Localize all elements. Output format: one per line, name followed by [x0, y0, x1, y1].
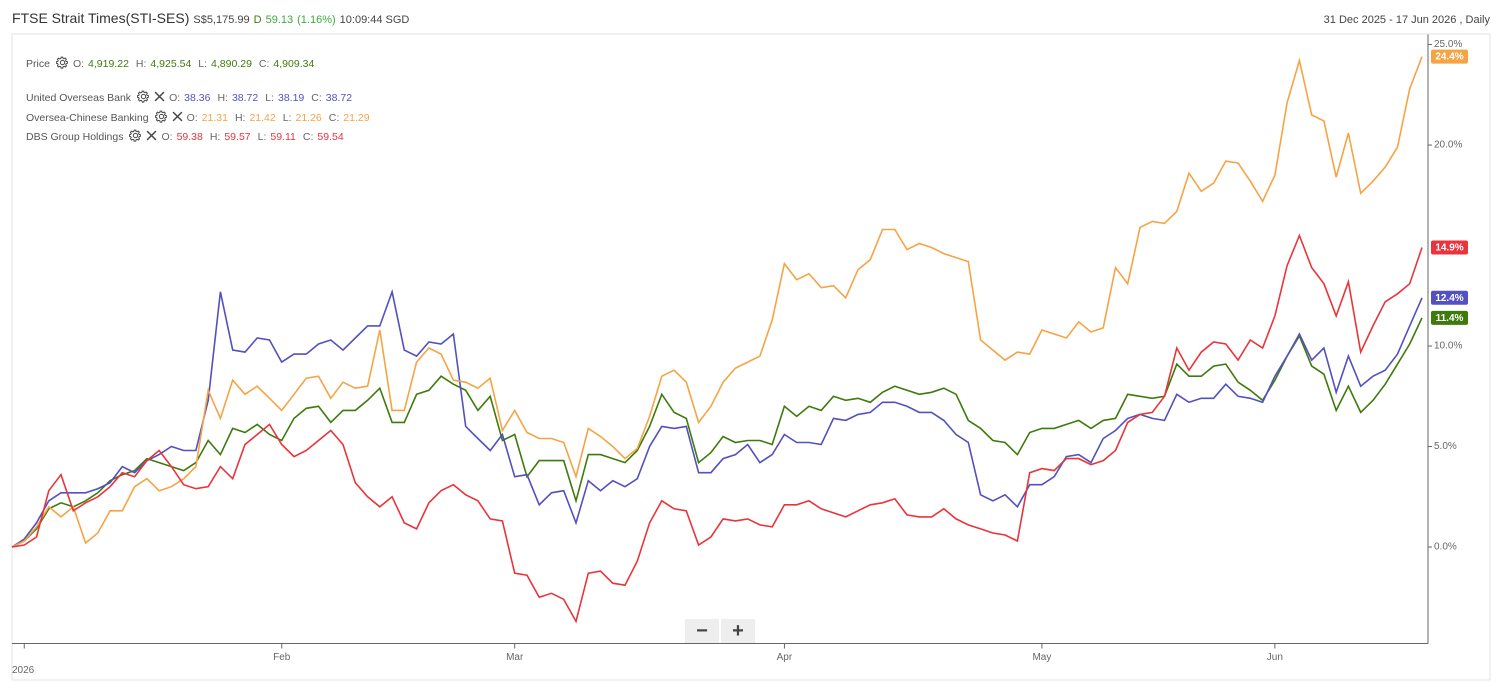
ohlc-label: O:: [169, 92, 181, 105]
ohlc-value: 4,919.22: [88, 57, 129, 70]
y-tick-label: 25.0%: [1434, 39, 1462, 50]
ohlc-value: 4,909.34: [273, 57, 315, 70]
time: 10:09:44 SGD: [339, 14, 410, 26]
ohlc-label: L:: [257, 131, 267, 144]
ohlc-label: H:: [234, 111, 246, 124]
change-pct: (1.16%): [297, 14, 336, 26]
end-label-box: [1431, 290, 1468, 305]
date-range: 31 Dec 2025 - 17 Jun 2026 , Daily: [1323, 14, 1490, 26]
x-tick-label: May: [1032, 652, 1051, 663]
ohlc-label: C:: [302, 131, 314, 144]
end-label: 14.9%: [1435, 243, 1463, 254]
ohlc-label: L:: [265, 92, 274, 105]
change: 59.13: [265, 14, 294, 26]
legend-row: Oversea-Chinese Banking O: 21.31 H: 21.42 L: 2…: [26, 108, 373, 128]
x-tick-label: Feb: [273, 652, 291, 663]
remove-icon[interactable]: [172, 111, 183, 125]
ohlc-label: O:: [72, 57, 85, 70]
ohlc-label: L:: [198, 57, 208, 70]
ohlc-label: L:: [282, 111, 292, 124]
ohlc-value: 4,890.29: [211, 57, 252, 70]
ohlc-value: 59.11: [270, 131, 296, 144]
ohlc-value: 59.57: [224, 131, 251, 144]
ohlc-label: C:: [258, 57, 270, 70]
legend-row: United Overseas Bank O: 38.36 H: 38.72 L: 38.1…: [26, 89, 373, 109]
legend: Price O: 4,919.22 H: 4,925.54 L: 4,890.29 C: 4,9…: [26, 54, 373, 147]
ohlc-label: C:: [311, 92, 322, 105]
zoom-out[interactable]: −: [685, 619, 719, 643]
end-label: 24.4%: [1435, 52, 1463, 63]
end-label-box: [1431, 240, 1468, 255]
legend-row: Price O: 4,919.22 H: 4,925.54 L: 4,890.29 C: 4,9…: [26, 54, 373, 74]
title: FTSE Strait Times(STI-SES): [12, 10, 190, 26]
ohlc-value: 21.42: [249, 111, 276, 124]
end-label-box: [1431, 310, 1468, 325]
y-tick-label: 0.0%: [1434, 542, 1457, 553]
ohlc-value: 59.38: [176, 131, 203, 144]
legend-name: United Overseas Bank: [26, 92, 132, 105]
settings-icon[interactable]: [129, 129, 142, 145]
ohlc-label: O:: [186, 111, 198, 124]
legend-name: Oversea-Chinese Banking: [26, 111, 149, 124]
series-line: [11, 288, 1423, 548]
y-tick-label: 10.0%: [1434, 341, 1462, 352]
ohlc-value: 21.29: [343, 111, 370, 124]
ohlc-value: 38.19: [277, 92, 305, 105]
end-label: 11.4%: [1436, 313, 1464, 324]
ohlc-value: 38.72: [231, 92, 259, 105]
series-line: [11, 233, 1423, 624]
end-label: 12.4%: [1435, 293, 1463, 304]
header: FTSE Strait Times(STI-SES) S$5,175.99 D …: [12, 10, 409, 26]
series-line: [11, 56, 1423, 548]
settings-icon[interactable]: [154, 110, 168, 126]
ohlc-label: C:: [328, 111, 340, 124]
ohlc-label: O:: [161, 131, 173, 144]
settings-icon[interactable]: [136, 90, 150, 106]
y-tick-label: 5.0%: [1434, 441, 1457, 452]
x-tick-label: Mar: [506, 652, 524, 663]
ohlc-value: 21.26: [295, 111, 322, 124]
end-label-box: [1431, 49, 1468, 64]
x-tick-label: 2026: [12, 665, 35, 676]
zoom-controls: − +: [685, 619, 755, 643]
ohlc-label: H:: [135, 57, 147, 70]
settings-icon[interactable]: [55, 56, 69, 72]
ohlc-value: 38.72: [325, 92, 353, 105]
series-line: [11, 317, 1423, 548]
remove-icon[interactable]: [146, 130, 157, 144]
legend-name: DBS Group Holdings: [26, 131, 124, 144]
flag: D: [253, 14, 262, 26]
ohlc-value: 21.31: [201, 111, 228, 124]
legend-row: DBS Group Holdings O: 59.38 H: 59.57 L: 59.11 C…: [26, 128, 373, 148]
ohlc-value: 4,925.54: [150, 57, 192, 70]
legend-name: Price: [26, 57, 50, 70]
ohlc-label: H:: [209, 131, 221, 144]
frame: [11, 33, 1491, 681]
price: S$5,175.99: [193, 14, 250, 26]
remove-icon[interactable]: [154, 91, 165, 105]
y-tick-label: 20.0%: [1434, 140, 1462, 151]
zoom-in[interactable]: +: [721, 619, 755, 643]
ohlc-label: H:: [217, 92, 228, 105]
x-tick-label: Jun: [1267, 652, 1283, 663]
ohlc-value: 38.36: [184, 92, 211, 105]
ohlc-value: 59.54: [317, 131, 344, 144]
x-tick-label: Apr: [777, 652, 793, 663]
